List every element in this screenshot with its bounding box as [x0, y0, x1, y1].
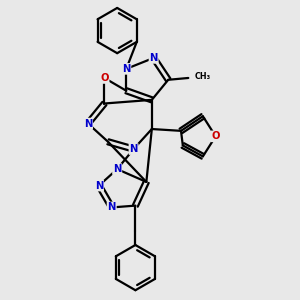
Text: CH₃: CH₃	[195, 72, 211, 81]
Text: N: N	[122, 64, 130, 74]
Text: N: N	[113, 164, 122, 174]
Text: N: N	[84, 118, 92, 129]
Text: N: N	[149, 53, 158, 63]
Text: N: N	[107, 202, 116, 212]
Text: O: O	[100, 73, 109, 83]
Text: O: O	[212, 131, 220, 141]
Text: N: N	[129, 144, 138, 154]
Text: N: N	[95, 181, 103, 190]
